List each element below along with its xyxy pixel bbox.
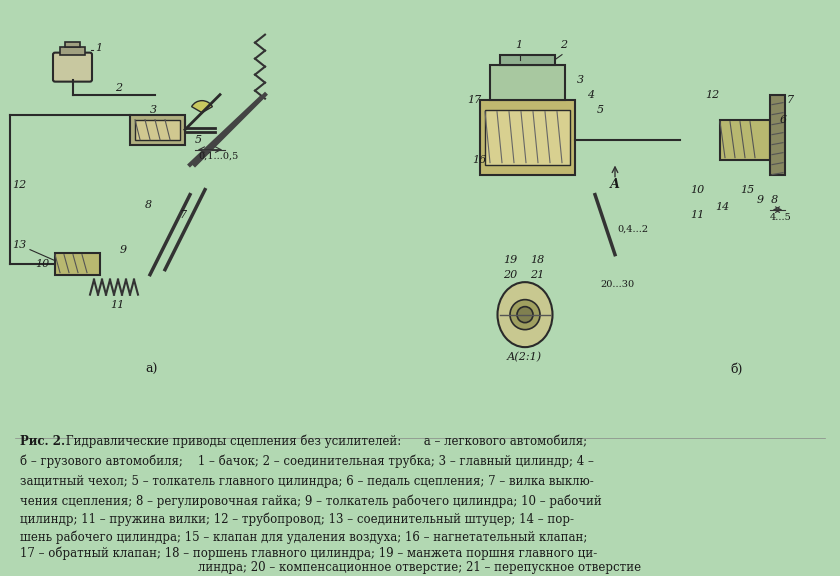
Text: 12: 12 <box>705 90 719 100</box>
Text: 4: 4 <box>587 90 594 100</box>
Text: 0,4...2: 0,4...2 <box>617 225 648 234</box>
Text: б – грузового автомобиля;    1 – бачок; 2 – соединительная трубка; 3 – главный ц: б – грузового автомобиля; 1 – бачок; 2 –… <box>20 454 594 468</box>
Text: 9  8: 9 8 <box>757 195 778 204</box>
Text: б): б) <box>730 363 743 376</box>
Text: 16: 16 <box>472 154 486 165</box>
Text: А(2:1): А(2:1) <box>507 351 542 362</box>
Text: 2: 2 <box>560 40 567 50</box>
Text: 21: 21 <box>530 270 544 279</box>
Text: 17 – обратный клапан; 18 – поршень главного цилиндра; 19 – манжета поршня главно: 17 – обратный клапан; 18 – поршень главн… <box>20 547 597 560</box>
Text: защитный чехол; 5 – толкатель главного цилиндра; 6 – педаль сцепления; 7 – вилка: защитный чехол; 5 – толкатель главного ц… <box>20 475 594 488</box>
Text: Гидравлические приводы сцепления без усилителей:      а – легкового автомобиля;: Гидравлические приводы сцепления без уси… <box>62 434 587 448</box>
Text: Рис. 2.: Рис. 2. <box>20 435 66 448</box>
Text: 5: 5 <box>195 135 202 145</box>
Text: 2: 2 <box>115 82 122 93</box>
Circle shape <box>517 306 533 323</box>
Bar <box>130 115 185 145</box>
Bar <box>65 41 80 47</box>
Bar <box>60 47 85 55</box>
Text: 3: 3 <box>150 105 157 115</box>
Text: 17: 17 <box>467 94 481 105</box>
Text: 4...5: 4...5 <box>770 213 792 222</box>
Text: 0,1...0,5: 0,1...0,5 <box>198 152 239 161</box>
Bar <box>770 94 785 175</box>
Text: цилиндр; 11 – пружина вилки; 12 – трубопровод; 13 – соединительный штуцер; 14 – : цилиндр; 11 – пружина вилки; 12 – трубоп… <box>20 513 574 526</box>
Text: 10: 10 <box>35 259 50 268</box>
Bar <box>500 55 555 65</box>
Text: 18: 18 <box>530 255 544 264</box>
Circle shape <box>510 300 540 329</box>
Text: А: А <box>610 178 620 191</box>
Text: шень рабочего цилиндра; 15 – клапан для удаления воздуха; 16 – нагнетательный кл: шень рабочего цилиндра; 15 – клапан для … <box>20 530 587 544</box>
Text: линдра; 20 – компенсационное отверстие; 21 – перепускное отверстие: линдра; 20 – компенсационное отверстие; … <box>198 561 642 574</box>
Text: 13: 13 <box>12 240 26 249</box>
Text: 7: 7 <box>787 94 794 105</box>
Text: 6: 6 <box>780 115 787 124</box>
Text: 7: 7 <box>180 210 187 219</box>
Text: 11: 11 <box>110 300 124 310</box>
Bar <box>135 120 180 139</box>
Text: 10: 10 <box>690 185 704 195</box>
Ellipse shape <box>497 282 553 347</box>
Bar <box>485 109 570 165</box>
Text: 14: 14 <box>715 202 729 211</box>
Bar <box>55 253 100 275</box>
Text: 20...30: 20...30 <box>600 280 634 289</box>
Bar <box>480 100 575 175</box>
Text: 8: 8 <box>145 200 152 210</box>
Text: 9: 9 <box>120 245 127 255</box>
Text: 20: 20 <box>503 270 517 279</box>
Text: а): а) <box>145 363 157 376</box>
Text: 11: 11 <box>690 210 704 219</box>
Text: 1: 1 <box>95 43 102 52</box>
Text: 19: 19 <box>503 255 517 264</box>
Wedge shape <box>192 101 213 113</box>
Bar <box>490 65 565 100</box>
Text: 1: 1 <box>515 40 522 50</box>
Text: чения сцепления; 8 – регулировочная гайка; 9 – толкатель рабочего цилиндра; 10 –: чения сцепления; 8 – регулировочная гайк… <box>20 495 601 508</box>
Bar <box>720 120 770 160</box>
Text: 12: 12 <box>12 180 26 190</box>
Text: 15: 15 <box>740 185 754 195</box>
Text: 5: 5 <box>597 105 604 115</box>
FancyBboxPatch shape <box>53 52 92 82</box>
Text: 3: 3 <box>577 75 584 85</box>
